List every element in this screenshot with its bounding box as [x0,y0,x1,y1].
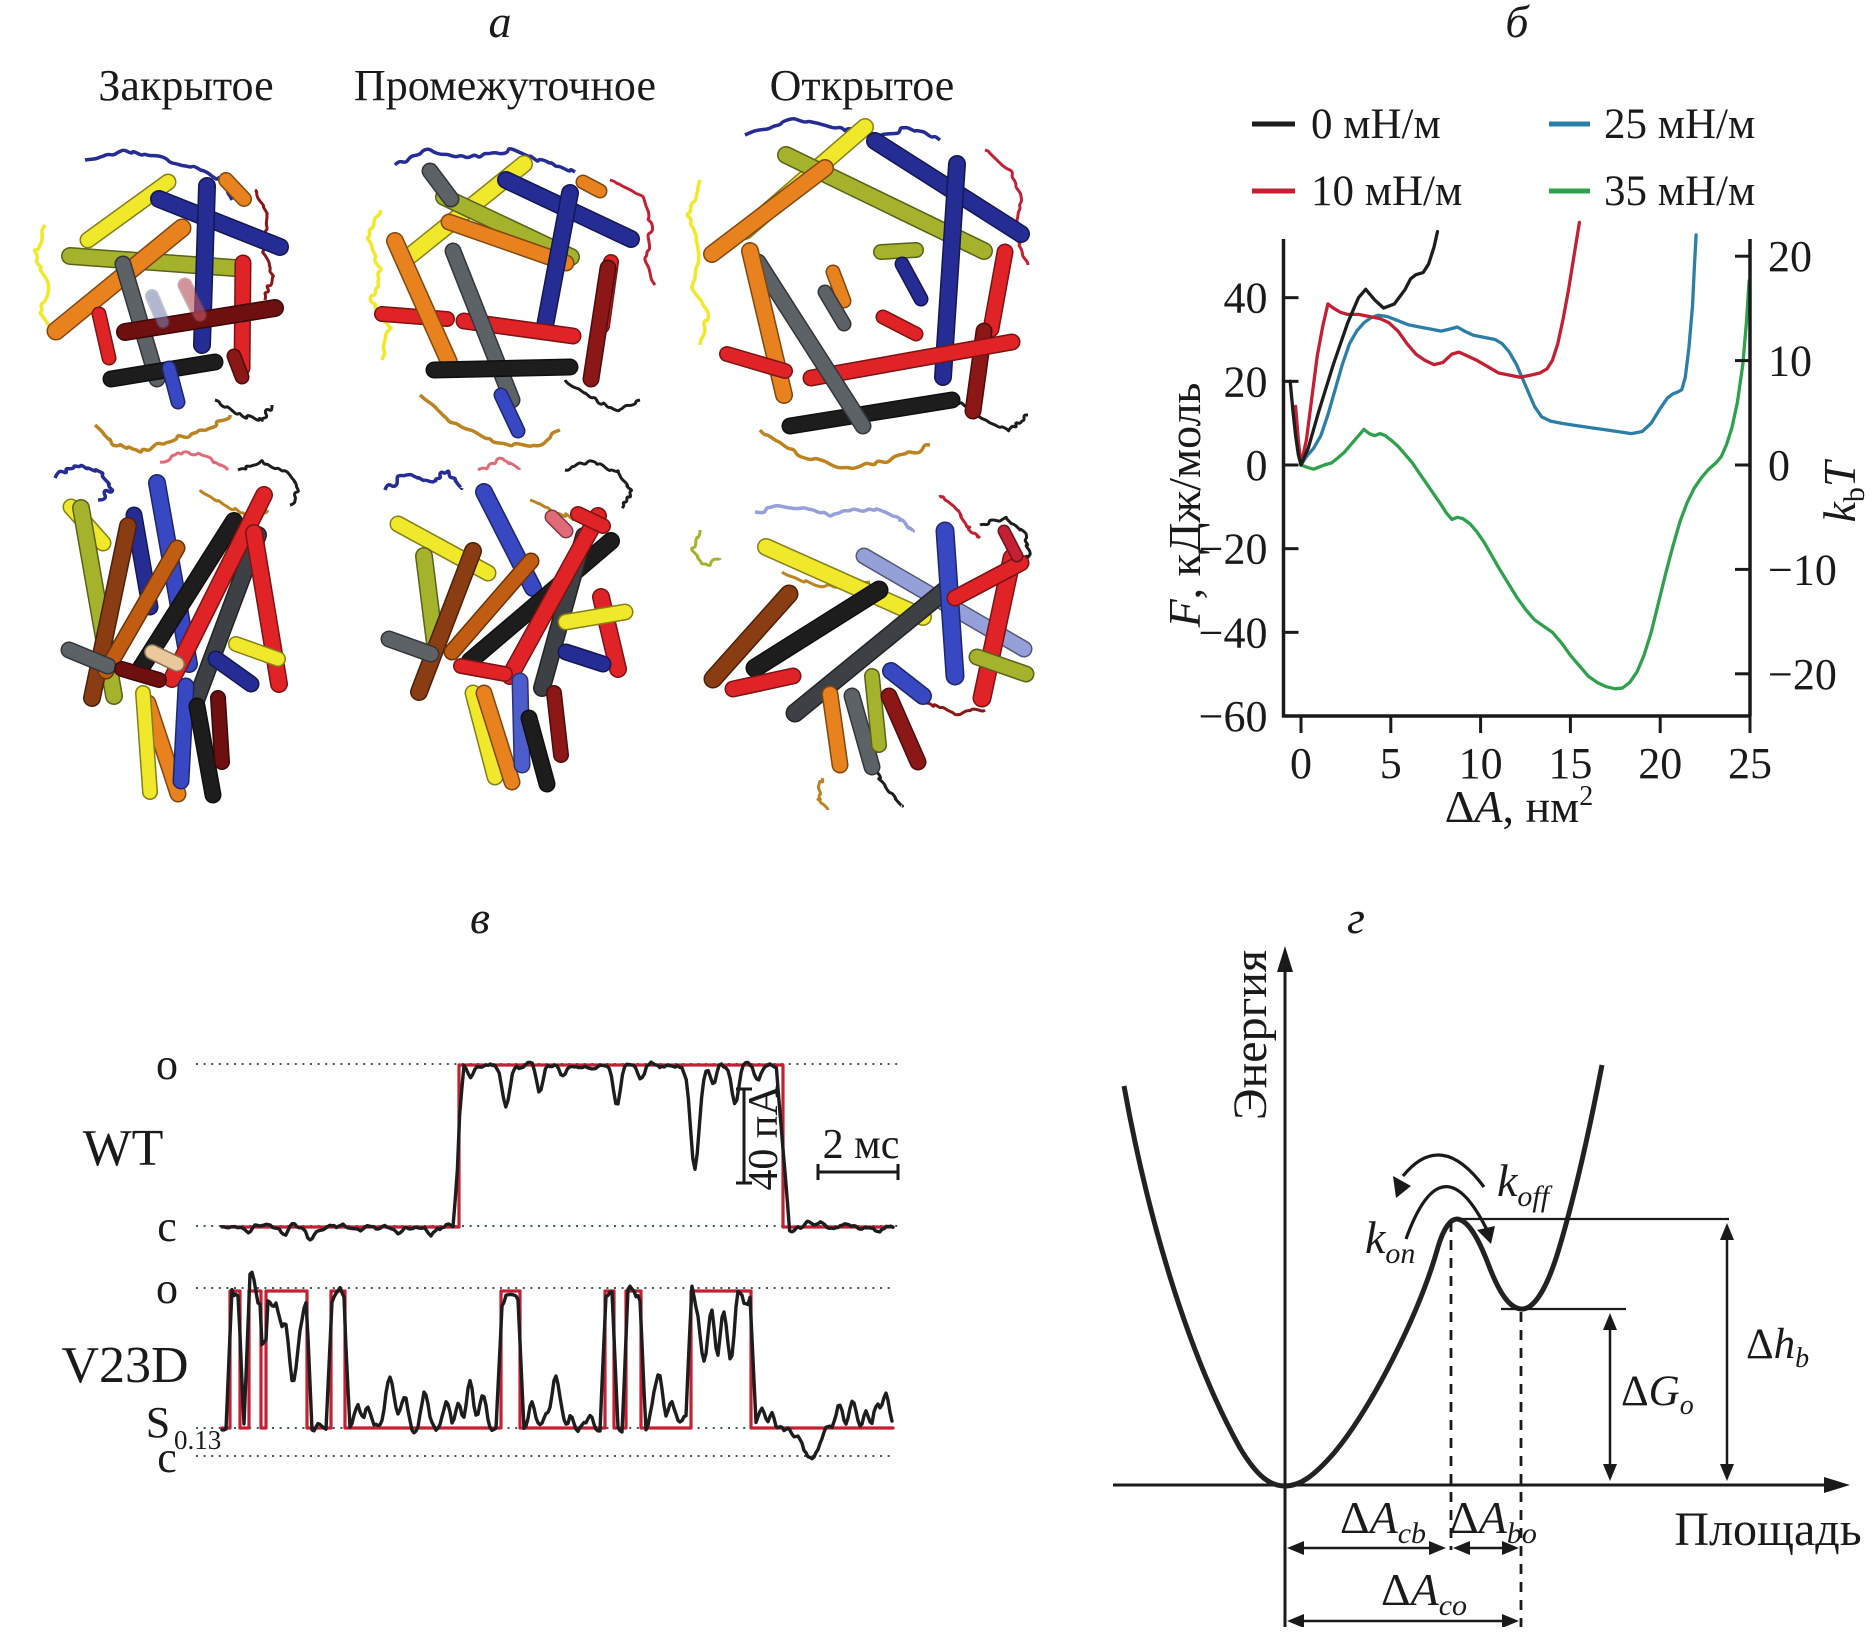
svg-text:WT: WT [83,1120,164,1177]
svg-text:koff: koff [1497,1155,1553,1213]
svg-text:Открытое: Открытое [770,61,955,110]
svg-text:ΔAco: ΔAco [1381,1564,1467,1622]
svg-text:−40: −40 [1199,608,1268,657]
svg-text:kbT: kbT [1814,458,1871,522]
svg-text:kon: kon [1365,1212,1415,1270]
svg-text:20: 20 [1224,357,1268,406]
svg-text:ΔA, нм2: ΔA, нм2 [1445,781,1593,832]
svg-text:г: г [1347,892,1365,943]
svg-text:0: 0 [1290,739,1312,788]
svg-text:а: а [489,0,512,47]
svg-text:10: 10 [1768,337,1812,386]
svg-text:б: б [1505,0,1530,47]
svg-text:40: 40 [1224,274,1268,323]
svg-text:S: S [146,1398,170,1447]
svg-text:в: в [470,892,490,943]
svg-text:0: 0 [1246,441,1268,490]
svg-text:10 мН/м: 10 мН/м [1311,168,1462,215]
svg-text:o: o [156,1040,178,1089]
svg-text:25: 25 [1728,739,1772,788]
svg-text:Закрытое: Закрытое [98,61,273,110]
svg-text:o: o [156,1264,178,1313]
svg-text:Промежуточное: Промежуточное [354,61,656,110]
svg-text:F, кДж/моль: F, кДж/моль [1159,383,1210,629]
svg-text:c: c [157,1433,177,1482]
svg-text:35 мН/м: 35 мН/м [1604,168,1755,215]
svg-text:c: c [157,1202,177,1251]
svg-text:5: 5 [1380,739,1402,788]
svg-text:20: 20 [1768,232,1812,281]
svg-text:Энергия: Энергия [1224,950,1277,1120]
svg-text:−20: −20 [1199,525,1268,574]
svg-text:25 мН/м: 25 мН/м [1604,101,1755,148]
svg-text:0 мН/м: 0 мН/м [1311,101,1441,148]
svg-text:V23D: V23D [61,1337,188,1394]
svg-text:−10: −10 [1768,545,1837,594]
svg-text:20: 20 [1638,739,1682,788]
svg-text:−20: −20 [1768,650,1837,699]
svg-text:−60: −60 [1199,692,1268,741]
svg-text:0: 0 [1768,441,1790,490]
svg-text:0.13: 0.13 [174,1425,221,1455]
svg-text:Площадь: Площадь [1674,1503,1861,1556]
svg-text:10: 10 [1459,739,1503,788]
svg-text:15: 15 [1548,739,1592,788]
svg-text:2 мс: 2 мс [823,1122,900,1168]
